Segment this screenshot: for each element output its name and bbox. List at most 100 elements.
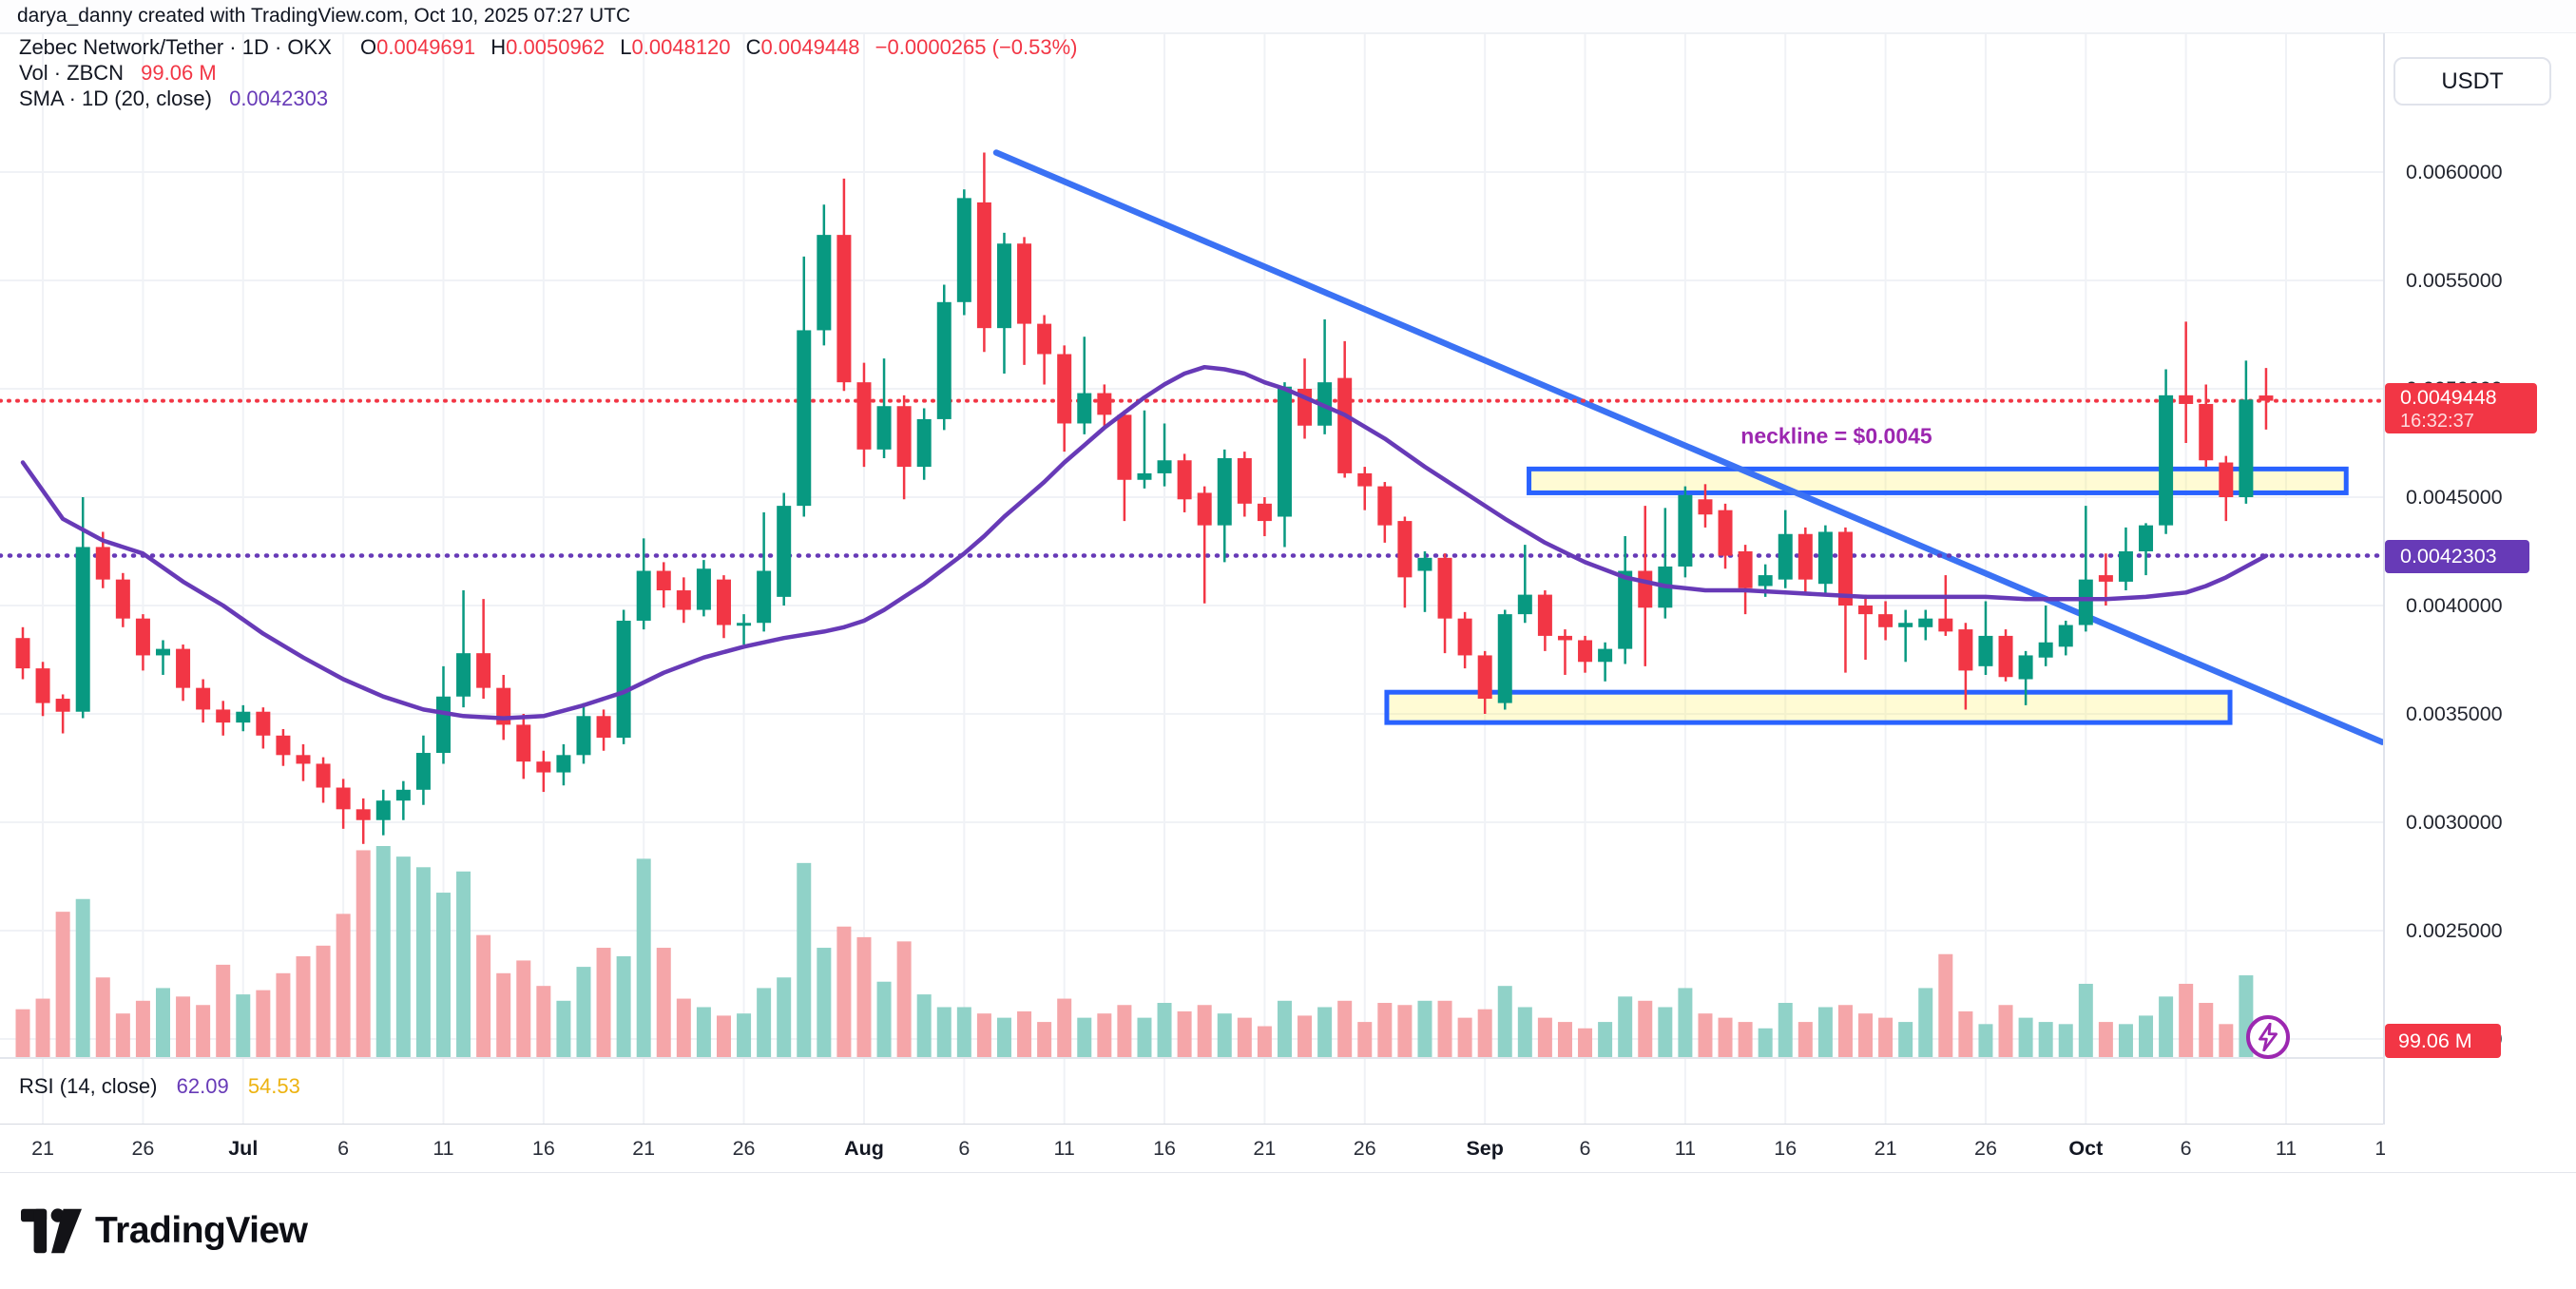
plot-area[interactable]: [0, 33, 2386, 1125]
candle-body: [1797, 533, 1813, 580]
price-axis[interactable]: 0.00600000.00550000.00500000.00450000.00…: [2383, 33, 2576, 1172]
volume-badge: 99.06 M: [2385, 1024, 2501, 1058]
volume-bar: [757, 988, 772, 1058]
high-label: H: [490, 35, 507, 59]
volume-bar: [476, 934, 491, 1058]
volume-bar: [1958, 1010, 1973, 1058]
lightning-button[interactable]: [2246, 1015, 2290, 1059]
candle-body: [75, 547, 90, 712]
candle-body: [2259, 395, 2274, 401]
volume-bar: [1457, 1017, 1472, 1058]
candle-body: [196, 687, 211, 710]
candle-body: [2098, 575, 2113, 582]
volume-bar: [1157, 1003, 1172, 1058]
volume-bar: [2199, 1003, 2214, 1058]
volume-bar: [656, 948, 671, 1058]
volume-bar: [356, 850, 371, 1058]
volume-bar: [737, 1013, 752, 1058]
candle-body: [1197, 492, 1212, 526]
descending-trendline[interactable]: [992, 149, 2383, 745]
candle-body: [757, 570, 772, 624]
time-axis-label: 6: [2180, 1137, 2192, 1160]
support-zone[interactable]: [1384, 689, 2233, 725]
candle-body: [1357, 472, 1373, 487]
legend-sma-row[interactable]: SMA · 1D (20, close) 0.0042303: [19, 86, 1078, 111]
neckline-annotation[interactable]: neckline = $0.0045: [1740, 423, 1932, 449]
volume-bar: [1117, 1005, 1132, 1058]
legend-volume-row[interactable]: Vol · ZBCN 99.06 M: [19, 60, 1078, 86]
candle-body: [1037, 323, 1052, 355]
lightning-icon: [2259, 1023, 2278, 1051]
volume-bar: [996, 1017, 1011, 1058]
candle-body: [656, 570, 671, 591]
candle-body: [395, 789, 411, 801]
volume-bar: [1718, 1017, 1733, 1058]
candle-body: [1758, 575, 1773, 587]
volume-bar: [216, 964, 231, 1058]
candle-body: [1878, 614, 1894, 627]
last-price-value: 0.0049448: [2400, 386, 2497, 409]
volume-bar: [676, 998, 691, 1058]
volume-bar: [1618, 996, 1633, 1058]
rsi-value-2: 54.53: [247, 1074, 300, 1098]
candle-body: [496, 687, 511, 725]
volume-bar: [1377, 1003, 1393, 1058]
volume-bar: [1758, 1028, 1773, 1058]
candle-body: [536, 761, 551, 773]
time-axis-label: Sep: [1466, 1137, 1504, 1160]
candle-body: [696, 568, 711, 610]
candle-body: [1017, 243, 1032, 324]
tradingview-logo-icon: [21, 1208, 82, 1254]
sma-value: 0.0042303: [229, 87, 329, 110]
volume-bar: [596, 948, 611, 1058]
legend-rsi-row[interactable]: RSI (14, close) 62.09 54.53: [19, 1072, 300, 1101]
candle-body: [916, 418, 932, 468]
volume-bar: [2018, 1017, 2033, 1058]
volume-bar: [236, 994, 251, 1058]
change-value: −0.0000265 (−0.53%): [875, 35, 1078, 59]
candle-body: [1638, 570, 1653, 608]
time-axis-label: 6: [337, 1137, 350, 1160]
candle-body: [2018, 655, 2033, 680]
candle-body: [415, 753, 431, 790]
price-axis-label: 0.0055000: [2406, 269, 2503, 292]
sma-price-badge: 0.0042303: [2385, 540, 2529, 573]
candle-body: [1837, 531, 1853, 606]
candle-body: [176, 648, 191, 688]
volume-value: 99.06 M: [141, 61, 217, 85]
volume-bar: [1037, 1022, 1052, 1058]
candle-body: [1397, 521, 1413, 578]
volume-bar: [1337, 1000, 1353, 1058]
volume-label: Vol · ZBCN: [19, 61, 125, 85]
volume-bar: [1417, 1000, 1432, 1058]
legend-symbol-row[interactable]: Zebec Network/Tether · 1D · OKX O0.00496…: [19, 34, 1078, 60]
candle-body: [556, 755, 571, 773]
tradingview-logo[interactable]: TradingView: [21, 1208, 308, 1254]
candle-body: [976, 202, 991, 329]
candle-body: [316, 763, 331, 788]
candle-body: [716, 579, 731, 625]
volume-bar: [797, 862, 812, 1058]
candle-body: [1437, 557, 1452, 619]
sma-line[interactable]: [20, 364, 2269, 721]
volume-bar: [1057, 998, 1072, 1058]
volume-bar: [616, 955, 631, 1058]
volume-bars: [15, 846, 2274, 1058]
candle-body: [2058, 625, 2073, 647]
time-axis-label: 16: [1774, 1137, 1797, 1160]
candle-body: [356, 809, 371, 820]
volume-bar: [2078, 983, 2093, 1058]
time-axis-label: 11: [2275, 1137, 2297, 1160]
symbol-title[interactable]: Zebec Network/Tether · 1D · OKX: [19, 35, 332, 59]
candle-body: [1377, 486, 1393, 526]
volume-bar: [1837, 1005, 1853, 1058]
candle-body: [516, 724, 531, 762]
currency-button[interactable]: USDT: [2393, 57, 2551, 106]
volume-bar: [1017, 1010, 1032, 1058]
candle-body: [636, 570, 651, 621]
resistance-zone[interactable]: [1527, 466, 2349, 495]
time-axis[interactable]: 21 26 Jul 6 11 16 21 26 Aug 6 11 16 21 26 Sep 6 11 16 21 26…: [0, 1125, 2576, 1172]
price-axis-label: 0.0035000: [2406, 702, 2503, 725]
